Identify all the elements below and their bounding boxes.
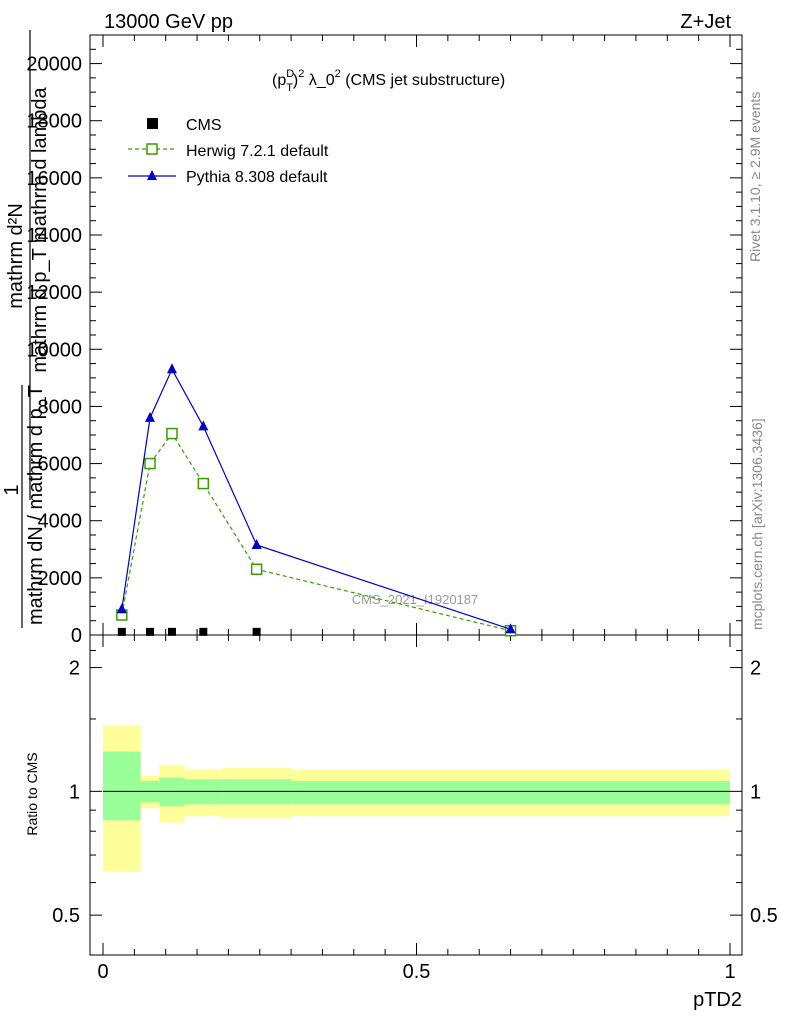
herwig-line: [121, 432, 511, 632]
pythia-line: [121, 367, 511, 630]
pythia-point: [505, 623, 516, 634]
ratio-y-ticks: 0.5 0.5 1 1 2 2: [52, 650, 778, 927]
y-tick-label: 18000: [26, 111, 82, 133]
ratio-tick-label-right: 2: [750, 658, 761, 680]
cms-point: [167, 627, 176, 636]
y-tick-label: 14000: [26, 225, 82, 247]
herwig-point: [144, 457, 156, 470]
cms-point: [252, 627, 261, 636]
cms-point: [117, 627, 126, 636]
ratio-band-inner: [291, 780, 730, 805]
pythia-point: [145, 411, 156, 422]
pythia-point: [198, 420, 209, 431]
ratio-bands: [103, 724, 730, 872]
ylabel-frac-den: mathrm dN / mathrm d p_T: [25, 385, 47, 625]
y-tick-label: 10000: [26, 339, 82, 361]
y-tick-label: 16000: [26, 168, 82, 190]
y-tick-label: 8000: [38, 396, 83, 418]
herwig-point: [197, 477, 210, 490]
legend-marker-cms: [147, 118, 158, 129]
ratio-tick-label-right: 1: [750, 781, 761, 803]
y-tick-label: 0: [71, 625, 82, 647]
ratio-tick-label: 1: [69, 781, 80, 803]
ylabel-frac-num: 1: [1, 484, 23, 495]
x-tick-label: 1: [724, 961, 735, 983]
legend-marker-pythia: [147, 170, 157, 180]
pythia-point: [166, 363, 177, 374]
x-ticks: 0 0.5 1: [97, 35, 736, 983]
main-y-ticks: 0 2000 4000 6000 8000 10000 12000 14000 16000 180…: [26, 48, 742, 647]
pythia-point: [116, 603, 127, 614]
herwig-point: [250, 563, 263, 576]
ylabel-top-num: mathrm d²N: [5, 203, 27, 309]
legend-label-pythia: Pythia 8.308 default: [186, 169, 328, 186]
x-tick-label: 0: [97, 961, 108, 983]
rivet-version-label: Rivet 3.1.10, ≥ 2.9M events: [747, 92, 763, 262]
y-tick-label: 12000: [26, 282, 82, 304]
ratio-ylabel: Ratio to CMS: [24, 752, 40, 835]
y-tick-label: 6000: [38, 454, 83, 476]
cms-point: [199, 627, 208, 636]
y-tick-label: 20000: [26, 54, 82, 76]
ylabel-top-den: mathrm d p_T mathrm d lambda: [29, 86, 51, 372]
ratio-band-inner: [103, 751, 141, 821]
y-tick-label: 4000: [38, 511, 83, 533]
ratio-tick-label: 2: [69, 658, 80, 680]
header-process: Z+Jet: [680, 11, 731, 33]
legend: CMS Herwig 7.2.1 default Pythia 8.308 de…: [128, 117, 329, 186]
ratio-band-inner: [159, 777, 185, 807]
legend-label-cms: CMS: [186, 117, 222, 134]
y-tick-label: 2000: [38, 568, 83, 590]
series-layer: [116, 363, 517, 637]
analysis-watermark: CMS_2021_I1920187: [352, 592, 479, 607]
ratio-tick-label: 0.5: [52, 905, 80, 927]
x-axis-label: pTD2: [693, 989, 742, 1011]
legend-label-herwig: Herwig 7.2.1 default: [186, 143, 329, 160]
legend-marker-herwig: [146, 143, 158, 155]
pythia-point: [251, 539, 262, 549]
cms-point: [146, 627, 155, 636]
ratio-tick-label-right: 0.5: [750, 905, 778, 927]
x-tick-label: 0.5: [403, 961, 431, 983]
header-energy: 13000 GeV pp: [104, 11, 233, 33]
herwig-point: [166, 427, 178, 440]
mcplots-label: mcplots.cern.ch [arXiv:1306.3436]: [749, 418, 765, 630]
main-title: (pD T)2 λ_02 (CMS jet substructure): [272, 68, 505, 94]
